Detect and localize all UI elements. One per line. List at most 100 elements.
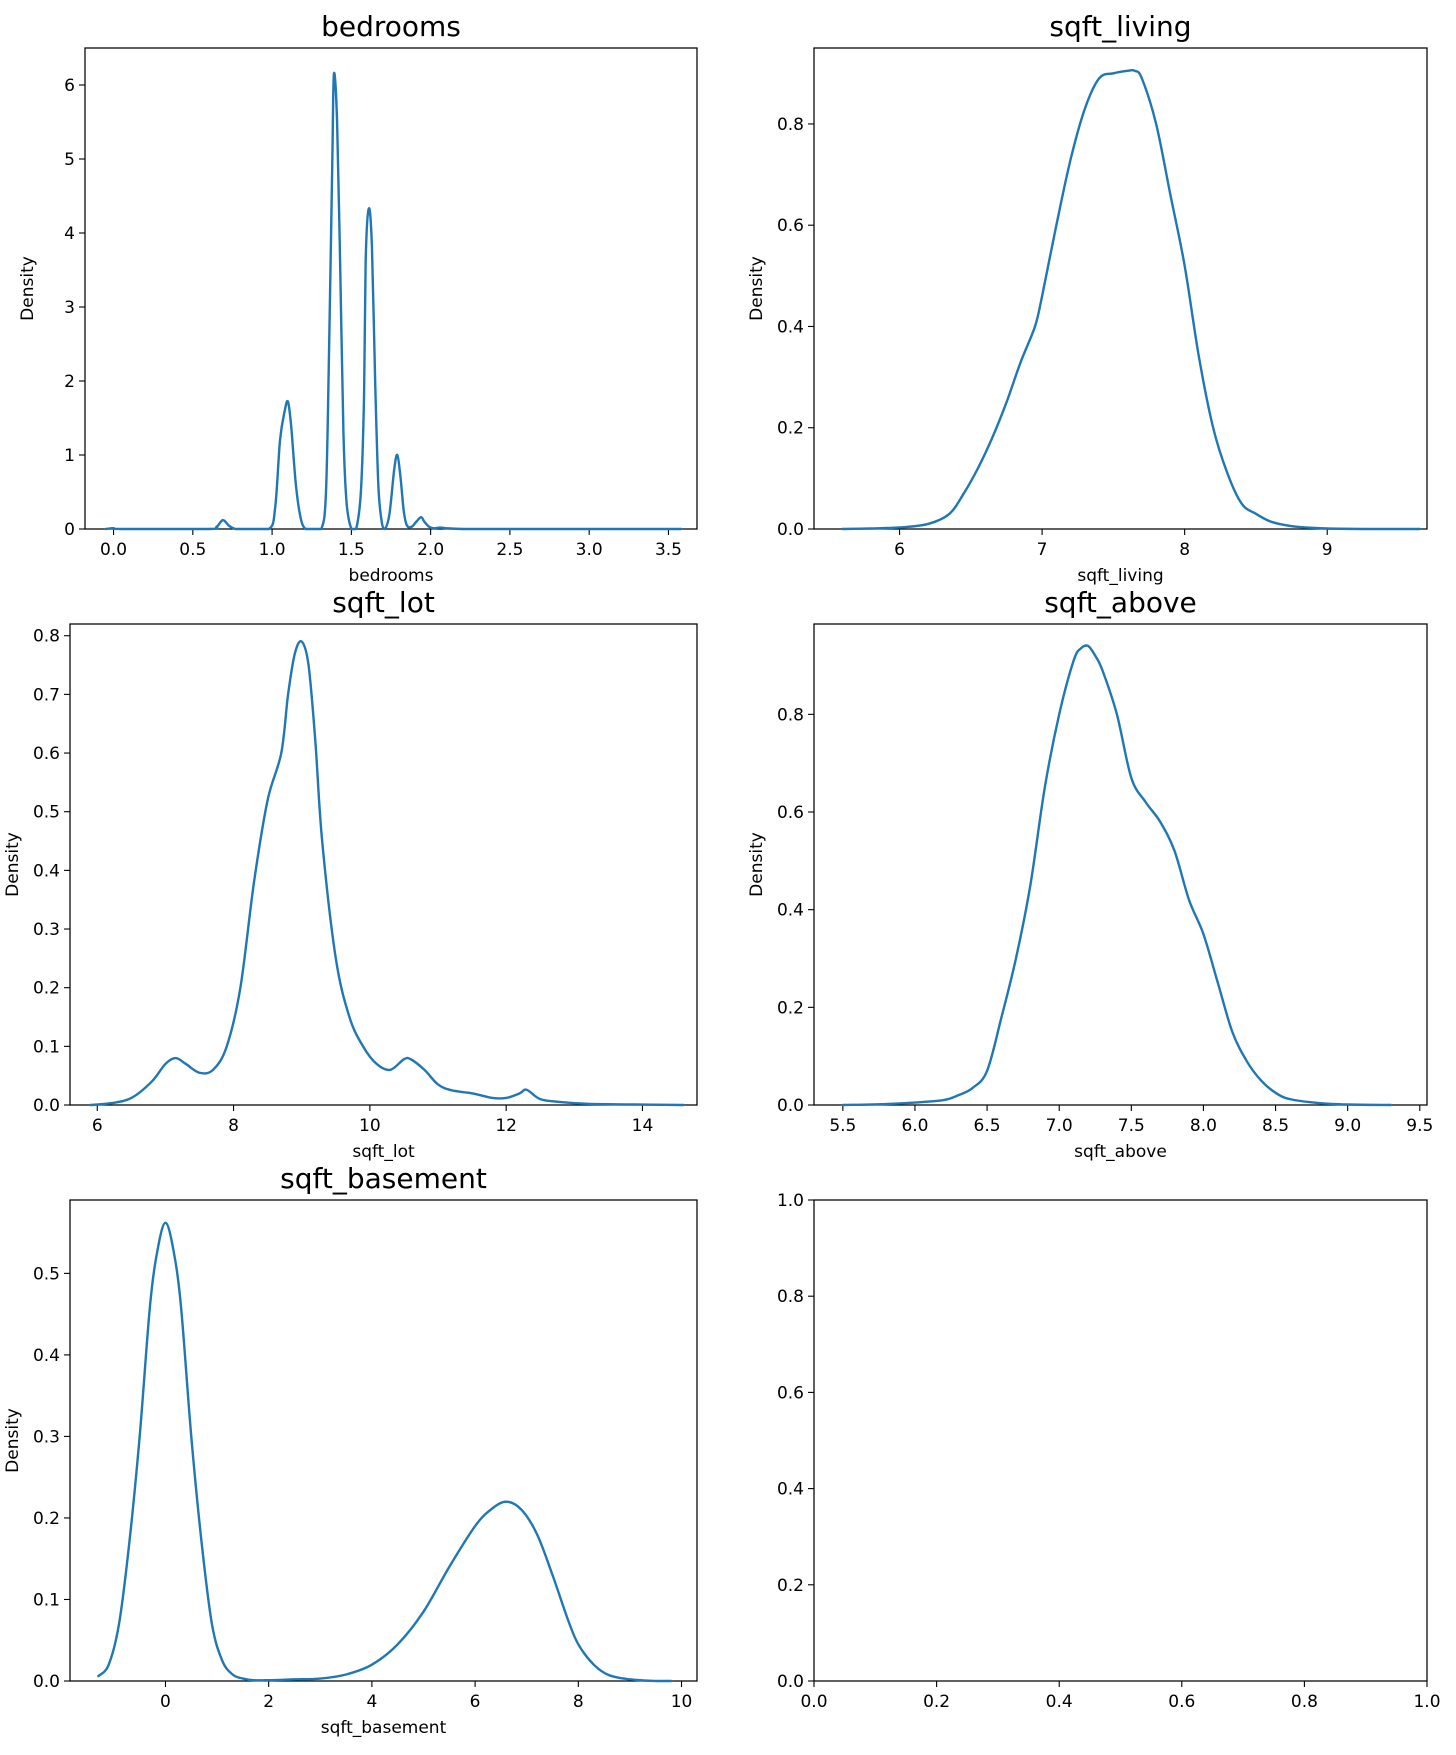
y-tick-label: 0.2	[777, 998, 804, 1018]
y-tick-label: 0.2	[33, 1509, 60, 1529]
x-tick-label: 1.0	[259, 540, 286, 560]
x-tick-label: 8.5	[1262, 1116, 1289, 1136]
y-tick-label: 0.4	[777, 901, 804, 921]
y-tick-label: 0.8	[777, 115, 804, 135]
y-tick-label: 0.6	[777, 1383, 804, 1403]
panel-sqft-basement: 0 2 4 6 8 100.00.10.20.30.40.5sqft_basementsq…	[3, 1162, 698, 1738]
y-tick-label: 0	[64, 520, 75, 540]
panel-empty: 0.0 0.2 0.4 0.6 0.8 1.0 0.0 0.2 0.4 0.6 0.8 1.0	[777, 1191, 1441, 1712]
y-tick-label: 0.4	[33, 861, 60, 881]
y-tick-label: 0.4	[777, 1480, 804, 1500]
x-tick-label: 8.0	[1190, 1116, 1217, 1136]
y-tick-label: 0.8	[777, 705, 804, 725]
y-axis-label: Density	[18, 256, 38, 321]
panel-title: bedrooms	[321, 10, 461, 43]
axes-frame	[84, 47, 698, 530]
x-axis-label: bedrooms	[349, 566, 434, 586]
x-tick-label: 6	[92, 1116, 103, 1136]
y-tick-label: 0.8	[777, 1287, 804, 1307]
y-tick-label: 0.0	[33, 1096, 60, 1116]
x-tick-label: 6	[470, 1692, 481, 1712]
y-tick-label: 0.7	[33, 685, 60, 705]
y-axis-label: Density	[3, 1408, 23, 1473]
y-tick-label: 0.0	[777, 520, 804, 540]
x-tick-label: 8	[228, 1116, 239, 1136]
y-tick-label: 0.4	[33, 1346, 60, 1366]
x-axis-label: sqft_lot	[352, 1142, 415, 1162]
y-tick-label: 2	[64, 372, 75, 392]
x-tick-label: 5.5	[829, 1116, 856, 1136]
x-tick-label: 0.5	[179, 540, 206, 560]
kde-curve	[841, 68, 1422, 531]
y-tick-label: 0.6	[33, 744, 60, 764]
y-tick-label: 1.0	[777, 1191, 804, 1211]
x-axis-label: sqft_basement	[321, 1718, 447, 1738]
x-tick-label: 2	[263, 1692, 274, 1712]
x-tick-label: 7.0	[1046, 1116, 1073, 1136]
x-axis-label: sqft_above	[1074, 1142, 1167, 1162]
y-tick-label: 0.8	[33, 627, 60, 647]
y-tick-label: 0.1	[33, 1590, 60, 1610]
x-tick-label: 0.4	[1046, 1692, 1073, 1712]
x-tick-label: 7.5	[1118, 1116, 1145, 1136]
x-tick-label: 3.0	[576, 540, 603, 560]
x-tick-label: 2.5	[496, 540, 523, 560]
x-tick-label: 8	[573, 1692, 584, 1712]
axes-frame	[69, 623, 698, 1106]
axes-frame	[813, 623, 1428, 1106]
x-tick-label: 0.0	[100, 540, 127, 560]
y-tick-label: 0.3	[33, 1427, 60, 1447]
x-axis-label: sqft_living	[1077, 566, 1163, 586]
panel-title: sqft_lot	[332, 586, 435, 619]
x-tick-label: 6.5	[974, 1116, 1001, 1136]
x-tick-label: 0.0	[800, 1692, 827, 1712]
y-tick-label: 0.3	[33, 920, 60, 940]
panel-title: sqft_basement	[280, 1162, 487, 1195]
y-tick-label: 0.2	[777, 419, 804, 439]
x-tick-label: 8	[1179, 540, 1190, 560]
kde-curve	[841, 644, 1393, 1107]
y-tick-label: 4	[64, 224, 75, 244]
y-tick-label: 0.4	[777, 317, 804, 337]
x-tick-label: 9	[1322, 540, 1333, 560]
y-axis-label: Density	[747, 832, 767, 897]
x-tick-label: 2.0	[417, 540, 444, 560]
y-tick-label: 0.5	[33, 1264, 60, 1284]
x-tick-label: 9.0	[1334, 1116, 1361, 1136]
x-tick-label: 1.5	[338, 540, 365, 560]
y-tick-label: 6	[64, 76, 75, 96]
x-tick-label: 7	[1037, 540, 1048, 560]
kde-curve	[104, 71, 683, 531]
x-tick-label: 12	[495, 1116, 517, 1136]
panel-sqft-living: 6 7 8 9 0.0 0.2 0.4 0.6 0.8 sqft_living sqft_livin…	[747, 10, 1428, 586]
y-axis-label: Density	[747, 256, 767, 321]
x-tick-label: 3.5	[655, 540, 682, 560]
y-tick-label: 0.2	[777, 1576, 804, 1596]
y-tick-label: 0.6	[777, 216, 804, 236]
x-tick-label: 0.6	[1168, 1692, 1195, 1712]
y-tick-label: 3	[64, 298, 75, 318]
panel-sqft-lot: 6 8 10 12 14 0.0 0.1 0.2 0.3 0.4 0.5 0.6 0.7 0.8 sqft_…	[3, 586, 698, 1162]
axes-frame	[69, 1199, 698, 1682]
panel-title: sqft_living	[1049, 10, 1191, 43]
x-tick-label: 14	[632, 1116, 654, 1136]
kde-curve	[89, 639, 685, 1107]
y-tick-label: 0.5	[33, 803, 60, 823]
x-tick-label: 0	[160, 1692, 171, 1712]
y-tick-label: 0.2	[33, 979, 60, 999]
x-tick-label: 9.5	[1406, 1116, 1433, 1136]
y-tick-label: 1	[64, 446, 75, 466]
y-tick-label: 0.0	[777, 1672, 804, 1692]
x-tick-label: 0.8	[1291, 1692, 1318, 1712]
axes-frame	[813, 47, 1428, 530]
y-axis-label: Density	[3, 832, 23, 897]
axes-frame	[813, 1199, 1428, 1682]
y-tick-label: 5	[64, 150, 75, 170]
y-tick-label: 0.1	[33, 1037, 60, 1057]
y-tick-label: 0.0	[33, 1672, 60, 1692]
panel-sqft-above: 5.5 6.0 6.5 7.0 7.5 8.0 8.5 9.0 9.5 0.0 0.2 0.4 0.6 0…	[747, 586, 1433, 1162]
x-tick-label: 4	[366, 1692, 377, 1712]
y-tick-label: 0.6	[777, 803, 804, 823]
x-tick-label: 10	[359, 1116, 381, 1136]
